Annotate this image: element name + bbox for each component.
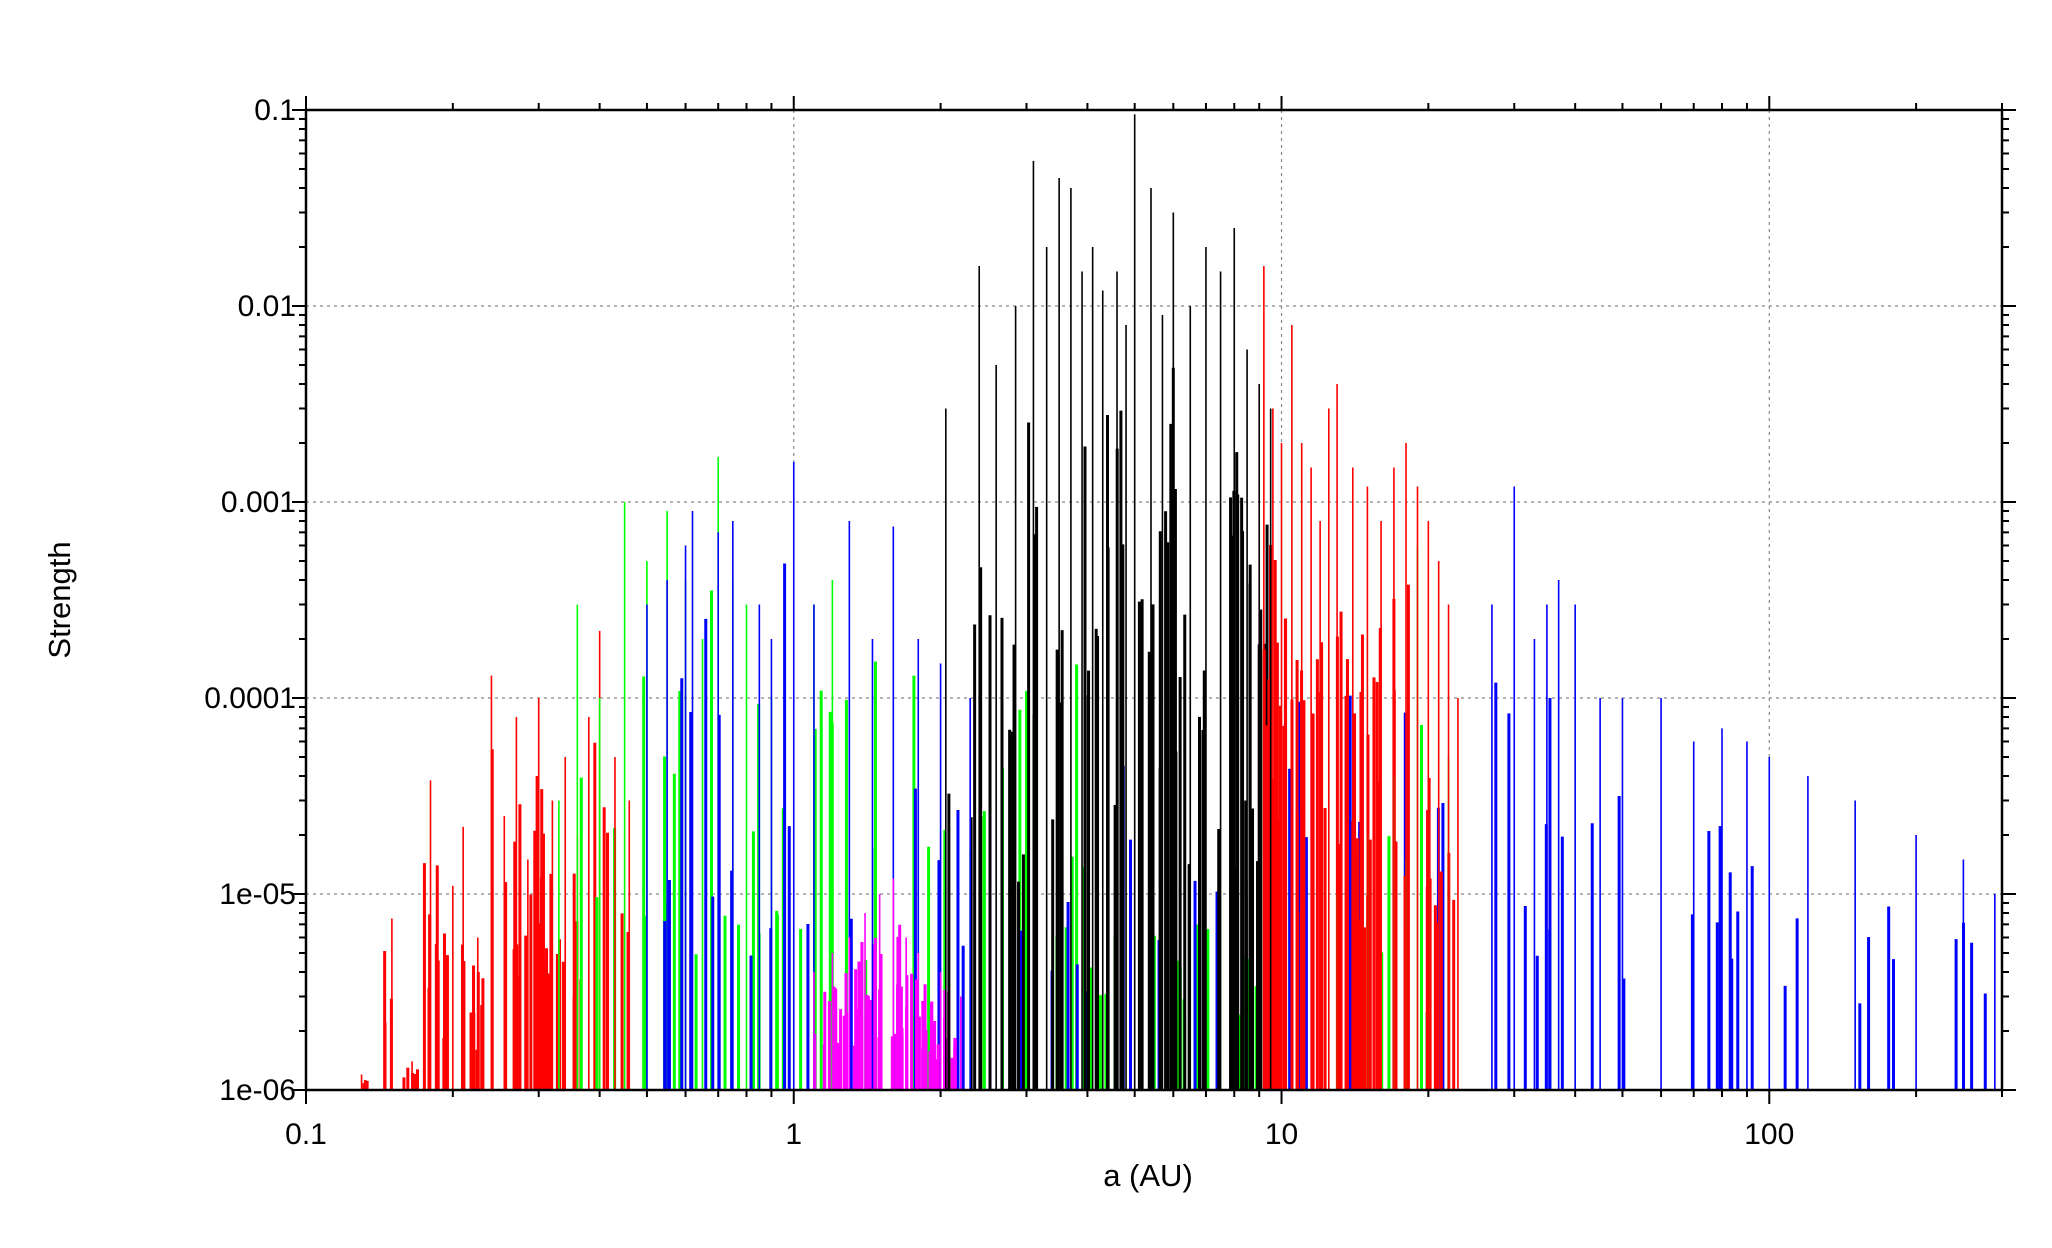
plot-frame [304, 108, 2004, 1092]
data-marks [360, 114, 1996, 1090]
x-axis-title: a (AU) [1103, 1158, 1193, 1193]
y-axis-title: Strength [42, 541, 77, 658]
x-tick-label: 10 [1265, 1118, 1298, 1151]
x-tick-label: 0.1 [285, 1118, 327, 1151]
axis-ticks [292, 96, 2016, 1104]
y-tick-label: 0.1 [254, 94, 296, 127]
y-tick-label: 0.001 [221, 486, 296, 519]
tick-labels: 0.1 1 10 100 1e-06 1e-05 0.0001 0.001 0.01 0.1 [204, 94, 1794, 1151]
y-tick-label: 1e-05 [219, 878, 296, 911]
y-tick-label: 0.01 [238, 290, 296, 323]
x-tick-label: 100 [1744, 1118, 1794, 1151]
y-tick-label: 0.0001 [204, 682, 296, 715]
y-tick-label: 1e-06 [219, 1074, 296, 1107]
x-tick-label: 1 [785, 1118, 802, 1151]
